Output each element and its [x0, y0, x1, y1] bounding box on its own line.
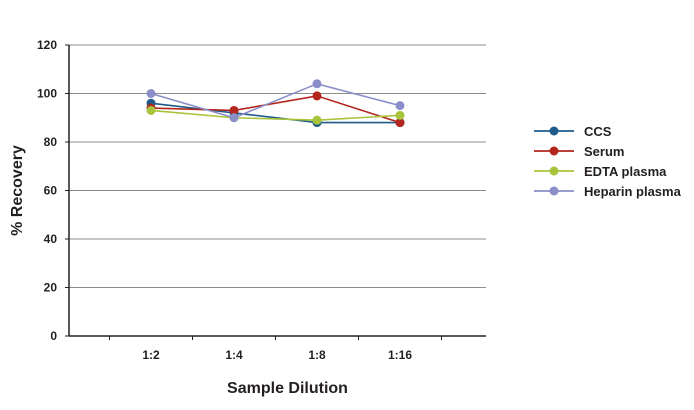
series-line	[150, 109, 401, 121]
y-tick-label: 120	[37, 38, 57, 52]
data-point	[312, 115, 322, 125]
legend-item: Heparin plasma	[534, 184, 682, 199]
legend-item: EDTA plasma	[534, 164, 667, 179]
x-tick-label: 1:2	[142, 348, 160, 362]
y-tick-labels: 0 20 40 60 80 100 120	[37, 38, 69, 343]
legend-swatch-marker	[549, 126, 559, 136]
data-point	[395, 118, 405, 128]
x-tick-label: 1:8	[308, 348, 326, 362]
data-point	[395, 110, 405, 120]
legend-item: Serum	[534, 144, 624, 159]
legend-swatch-marker	[549, 166, 559, 176]
x-tick-labels: 1:2 1:4 1:8 1:16	[109, 336, 442, 362]
series	[146, 79, 405, 128]
series-line	[150, 95, 401, 124]
data-point	[146, 105, 156, 115]
x-axis-title: Sample Dilution	[227, 380, 348, 397]
data-point	[395, 101, 405, 111]
y-tick-label: 80	[44, 135, 58, 149]
legend-label: Heparin plasma	[584, 184, 682, 199]
legend-swatch-marker	[549, 186, 559, 196]
legend-label: EDTA plasma	[584, 164, 667, 179]
legend-swatch-marker	[549, 146, 559, 156]
legend-item: CCS	[534, 124, 612, 139]
data-point	[312, 79, 322, 89]
series-group	[146, 79, 405, 123]
y-tick-label: 100	[37, 87, 57, 101]
y-axis-title: % Recovery	[9, 145, 26, 236]
legend-label: Serum	[584, 144, 624, 159]
legend-label: CCS	[584, 124, 612, 139]
data-point	[229, 113, 239, 123]
y-tick-label: 0	[50, 329, 57, 343]
grid-lines	[69, 44, 486, 288]
legend: CCS Serum EDTA plasma Heparin plasma	[534, 124, 682, 199]
y-tick-label: 20	[44, 281, 58, 295]
data-point	[312, 91, 322, 101]
series-line	[150, 102, 400, 124]
data-point	[146, 89, 156, 98]
y-tick-label: 60	[44, 184, 58, 198]
x-tick-label: 1:16	[388, 348, 412, 362]
y-tick-label: 40	[44, 232, 58, 246]
x-tick-label: 1:4	[225, 348, 243, 362]
series-line	[150, 82, 401, 119]
data-point	[229, 105, 239, 115]
